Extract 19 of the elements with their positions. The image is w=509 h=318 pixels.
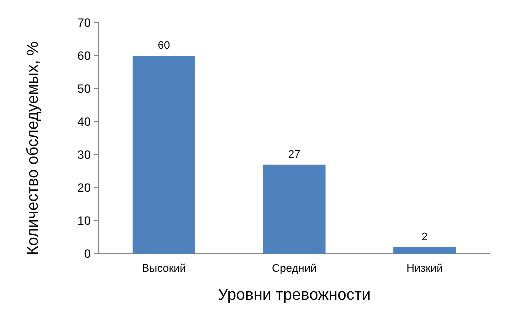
data-label: 2 (422, 231, 428, 244)
y-axis-title: Количество обследуемых, % (25, 42, 42, 256)
x-tick-label: Высокий (142, 262, 186, 275)
y-tick-label: 0 (84, 246, 92, 261)
y-tick-label: 30 (78, 148, 92, 162)
y-tick-label: 20 (78, 180, 92, 195)
x-axis-title: Уровни тревожности (218, 287, 371, 304)
y-tick-label: 70 (78, 16, 92, 30)
y-tick-label: 50 (78, 82, 92, 96)
bar (263, 164, 326, 254)
y-tick-label: 60 (78, 48, 92, 63)
x-tick-label: Средний (272, 262, 317, 275)
bar (394, 247, 456, 254)
data-label: 27 (288, 148, 301, 161)
bar (132, 56, 196, 254)
y-tick-label: 10 (78, 214, 92, 228)
y-tick-label: 40 (78, 114, 92, 129)
x-tick-label: Низкий (406, 262, 443, 275)
data-label: 60 (158, 40, 170, 52)
